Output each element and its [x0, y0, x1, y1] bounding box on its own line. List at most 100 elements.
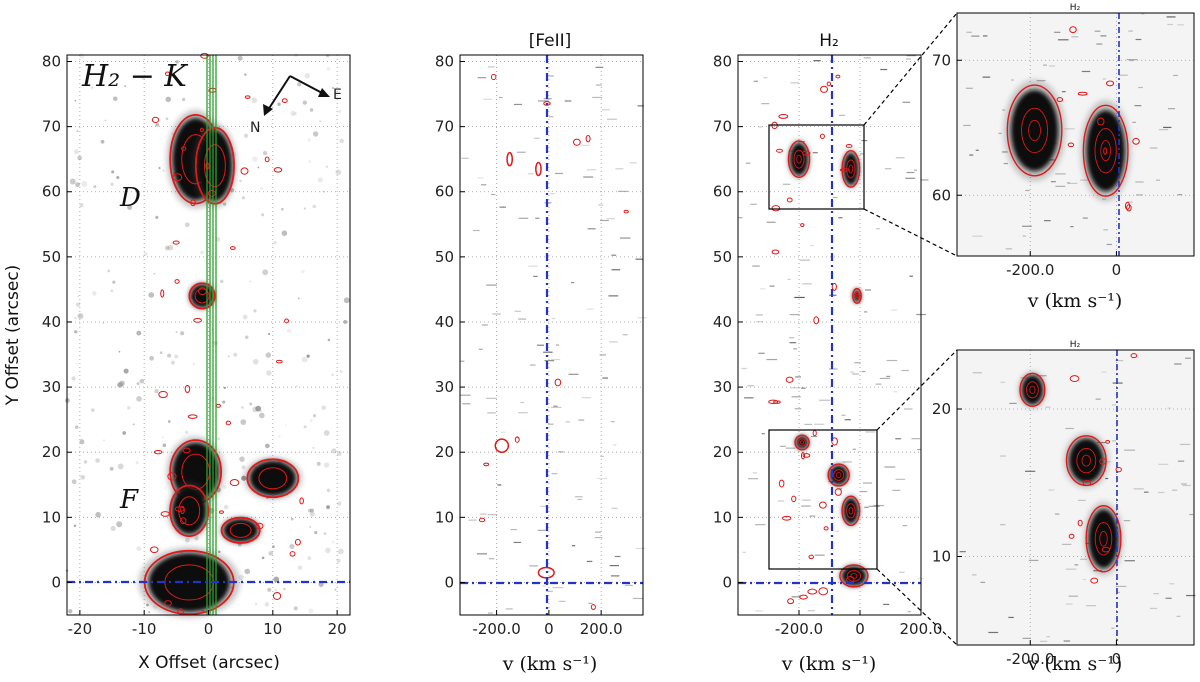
noise-streak: [864, 289, 872, 291]
feii-background: [460, 55, 643, 615]
noise-streak: [460, 394, 471, 396]
noise-speck: [184, 222, 190, 228]
contour-speck: [1056, 97, 1064, 102]
x-tick-label: 0: [1112, 261, 1122, 279]
y-tick-label: 70: [42, 118, 61, 136]
contour-speck: [1077, 91, 1088, 96]
noise-speck: [127, 406, 131, 410]
noise-streak: [906, 171, 915, 174]
noise-speck: [75, 363, 78, 365]
noise-streak: [1094, 30, 1101, 32]
noise-streak: [1001, 151, 1008, 153]
noise-speck: [278, 435, 281, 438]
noise-speck: [308, 160, 312, 163]
knot-core: [197, 130, 233, 201]
noise-streak: [1132, 121, 1137, 123]
noise-streak: [752, 472, 757, 474]
contour-speck: [835, 74, 841, 79]
feii-contour: [506, 151, 514, 167]
noise-streak: [1064, 128, 1076, 130]
knot-core: [1010, 89, 1059, 171]
noise-streak: [865, 431, 876, 433]
noise-streak: [886, 359, 898, 362]
noise-streak: [1111, 440, 1117, 442]
noise-streak: [880, 68, 888, 71]
noise-streak: [577, 498, 583, 501]
noise-streak: [1022, 225, 1032, 227]
noise-speck: [321, 405, 326, 410]
noise-streak: [564, 100, 572, 102]
noise-streak: [972, 235, 983, 237]
noise-streak: [1057, 39, 1069, 41]
noise-streak: [546, 590, 553, 592]
noise-streak: [909, 275, 913, 277]
noise-streak: [763, 77, 768, 79]
noise-streak: [1167, 108, 1176, 110]
noise-streak: [611, 507, 618, 509]
noise-speck: [175, 60, 179, 64]
noise-streak: [553, 405, 558, 407]
noise-streak: [610, 421, 615, 423]
feii-contour: [535, 161, 542, 177]
noise-streak: [741, 367, 747, 370]
noise-streak: [518, 217, 529, 219]
noise-speck: [252, 156, 258, 162]
noise-streak: [497, 484, 502, 486]
noise-streak: [578, 419, 585, 421]
noise-streak: [462, 403, 471, 405]
feii-grid: [460, 55, 643, 615]
noise-speck: [162, 443, 167, 448]
noise-streak: [1096, 43, 1103, 45]
noise-speck: [274, 588, 278, 592]
noise-streak: [1111, 404, 1116, 406]
image-grid: [67, 55, 350, 615]
noise-streak: [588, 602, 593, 604]
knot-contour-inner: [793, 149, 805, 169]
zoom-top-grid: [957, 13, 1194, 256]
noise-streak: [1101, 371, 1107, 373]
contour-speck: [787, 598, 795, 605]
noise-streak: [852, 448, 857, 450]
noise-speck: [220, 279, 224, 284]
noise-streak: [598, 204, 604, 206]
contour-speck: [778, 479, 785, 488]
noise-streak: [1136, 194, 1143, 196]
contour-speck: [1082, 479, 1092, 487]
zoom-bottom-x-label: v (km s⁻¹): [1027, 653, 1123, 675]
noise-streak: [595, 66, 604, 68]
noise-streak: [488, 558, 495, 560]
noise-speck: [336, 450, 342, 457]
noise-streak: [1024, 470, 1036, 472]
noise-streak: [505, 608, 513, 610]
noise-streak: [906, 55, 916, 57]
noise-speck: [326, 488, 331, 493]
noise-streak: [514, 310, 521, 312]
noise-speck: [136, 382, 140, 386]
noise-streak: [1054, 31, 1061, 33]
noise-speck: [167, 244, 174, 251]
noise-streak: [600, 219, 609, 222]
contour-speck: [180, 517, 187, 525]
noise-streak: [1186, 594, 1196, 597]
noise-streak: [571, 545, 576, 547]
noise-streak: [1078, 499, 1086, 501]
contour-speck: [164, 600, 172, 607]
contour-speck: [160, 289, 165, 298]
knot-contour: [1006, 84, 1063, 177]
contour-speck: [272, 591, 282, 600]
noise-streak: [1055, 173, 1066, 175]
zoom-connectors: [863, 12, 958, 646]
noise-streak: [969, 154, 974, 156]
noise-speck: [268, 551, 274, 556]
noise-streak: [999, 455, 1006, 457]
noise-streak: [461, 157, 469, 159]
noise-speck: [316, 461, 321, 466]
noise-speck: [338, 548, 344, 555]
y-tick-label: 0: [722, 573, 732, 591]
noise-speck: [309, 525, 312, 529]
contour-speck: [160, 511, 170, 517]
noise-speck: [281, 207, 284, 211]
noise-speck: [292, 111, 297, 116]
knot-contour-inner: [1026, 381, 1039, 399]
panel-label: H₂ − K: [81, 59, 188, 94]
